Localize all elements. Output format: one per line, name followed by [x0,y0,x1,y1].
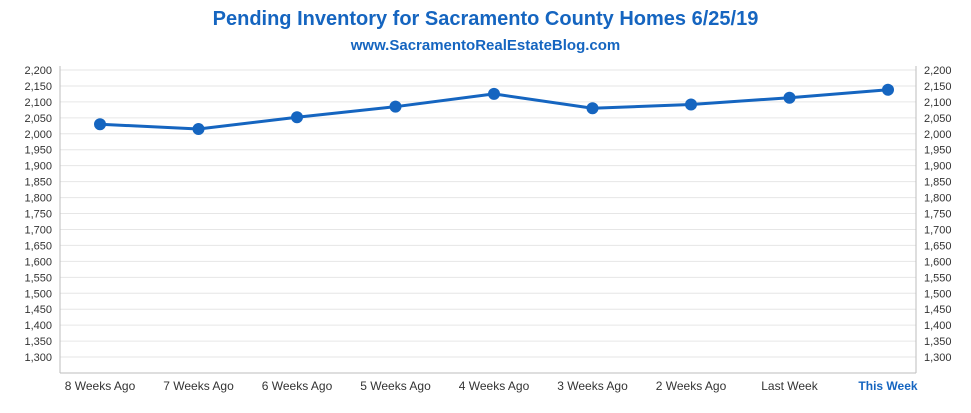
y-tick-label-left: 1,950 [24,145,52,157]
y-tick-label-right: 2,000 [924,129,952,141]
y-tick-label-left: 1,450 [24,304,52,316]
y-tick-label-left: 2,150 [24,81,52,93]
data-point [882,83,894,96]
y-tick-label-right: 1,900 [924,161,952,173]
series-pending-inventory [94,83,894,136]
y-tick-label-left: 2,050 [24,113,52,125]
y-tick-label-left: 1,900 [24,161,52,173]
x-tick-label: Last Week [761,379,818,393]
y-tick-label-right: 1,950 [924,145,952,157]
y-tick-label-right: 1,350 [924,336,952,348]
y-tick-label-left: 2,200 [24,65,52,77]
y-tick-label-left: 1,600 [24,256,52,268]
y-tick-label-left: 1,300 [24,352,52,364]
y-tick-label-left: 1,650 [24,240,52,252]
y-tick-label-right: 1,500 [924,288,952,300]
y-tick-label-right: 1,750 [924,209,952,221]
y-tick-label-left: 1,750 [24,209,52,221]
data-point [685,98,697,111]
y-tick-label-left: 1,850 [24,177,52,189]
y-tick-label-right: 1,800 [924,193,952,205]
y-tick-label-left: 1,400 [24,320,52,332]
chart-subtitle: www.SacramentoRealEstateBlog.com [350,37,621,54]
x-tick-label: 8 Weeks Ago [65,379,136,393]
y-tick-label-right: 1,700 [924,224,952,236]
y-tick-label-right: 1,450 [924,304,952,316]
y-axis-right-ticks: 2,200 2,150 2,100 2,050 2,000 1,950 1,900 1,850… [924,65,952,364]
data-point [192,123,205,136]
y-tick-label-left: 1,350 [24,336,52,348]
y-tick-label-left: 1,800 [24,193,52,205]
y-tick-label-right: 1,300 [924,352,952,364]
x-tick-label: 2 Weeks Ago [656,379,727,393]
y-tick-label-right: 2,150 [924,81,952,93]
x-tick-label: 7 Weeks Ago [163,379,234,393]
y-tick-label-right: 1,550 [924,272,952,284]
axes [59,66,917,374]
y-tick-label-right: 1,650 [924,240,952,252]
data-point [94,118,106,131]
y-tick-label-right: 1,400 [924,320,952,332]
data-point [488,87,500,100]
x-tick-label: This Week [858,379,917,393]
y-tick-label-left: 2,100 [24,97,52,109]
y-tick-label-left: 1,500 [24,288,52,300]
data-point [586,102,599,115]
y-tick-label-right: 1,600 [924,256,952,268]
x-tick-label: 3 Weeks Ago [557,379,628,393]
y-axis-left-ticks: 2,200 2,150 2,100 2,050 2,000 1,950 1,900 1,850… [24,65,52,364]
chart-title: Pending Inventory for Sacramento County … [212,8,759,30]
y-tick-label-left: 1,700 [24,224,52,236]
y-tick-label-left: 2,000 [24,129,52,141]
gridlines [60,69,916,358]
y-tick-label-right: 2,050 [924,113,952,125]
data-point [783,91,796,104]
x-tick-label: 5 Weeks Ago [360,379,431,393]
x-tick-label: 6 Weeks Ago [262,379,333,393]
y-tick-label-right: 1,850 [924,177,952,189]
data-point [389,100,402,113]
data-point [291,111,303,124]
y-tick-label-right: 2,200 [924,65,952,77]
y-tick-label-left: 1,550 [24,272,52,284]
x-tick-label: 4 Weeks Ago [459,379,530,393]
y-tick-label-right: 2,100 [924,97,952,109]
x-axis-ticks: 8 Weeks Ago 7 Weeks Ago 6 Weeks Ago 5 Weeks… [65,379,918,393]
